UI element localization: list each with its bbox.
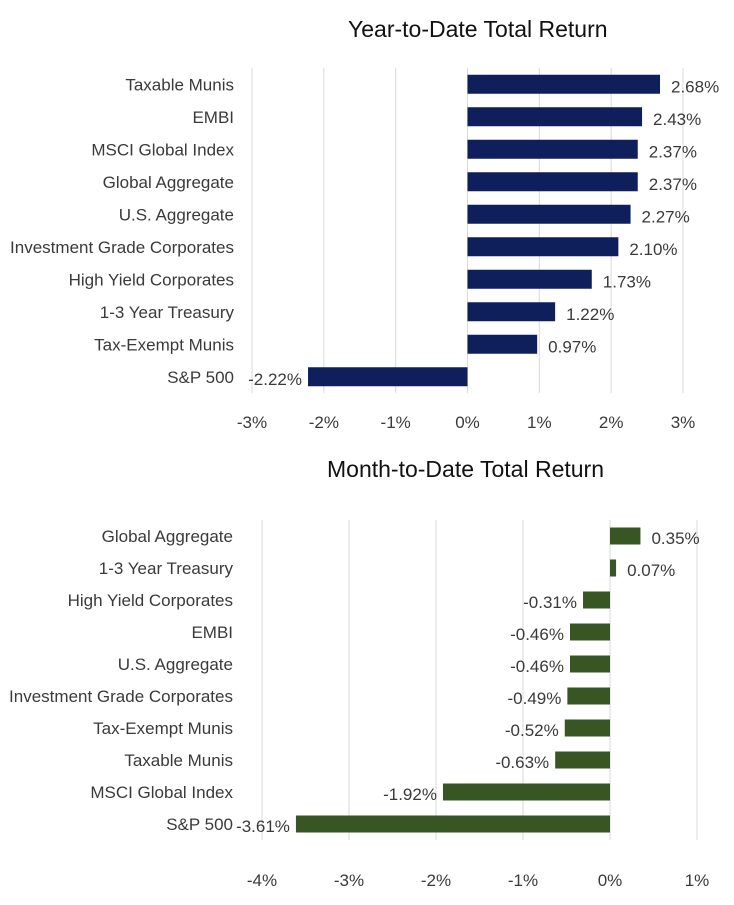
data-label: -0.46% (510, 657, 564, 676)
category-label: Tax-Exempt Munis (94, 335, 234, 354)
bar (467, 269, 592, 289)
category-label: Investment Grade Corporates (9, 687, 233, 706)
data-label: 1.22% (566, 305, 614, 324)
category-label: U.S. Aggregate (118, 655, 233, 674)
data-label: 1.73% (603, 272, 651, 291)
ytd-chart: Year-to-Date Total Return -3% -2% -1% 0% 1% 2… (0, 0, 734, 450)
bar (467, 237, 619, 257)
x-tick-label: -2% (421, 871, 451, 890)
bar (442, 783, 610, 801)
data-label: -0.63% (495, 753, 549, 772)
x-tick-label: -1% (381, 413, 411, 432)
chart-title: Month-to-Date Total Return (327, 456, 604, 482)
category-label: 1-3 Year Treasury (99, 559, 234, 578)
category-label: Investment Grade Corporates (10, 238, 234, 257)
data-label: 0.35% (651, 529, 699, 548)
category-label: Taxable Munis (125, 75, 234, 94)
bar (467, 74, 661, 94)
category-label: Global Aggregate (103, 173, 234, 192)
data-label: 0.97% (548, 337, 596, 356)
data-label: 2.68% (671, 77, 719, 96)
category-label: MSCI Global Index (91, 140, 234, 159)
category-label: U.S. Aggregate (119, 205, 234, 224)
data-label: -0.52% (505, 721, 559, 740)
bar (308, 367, 468, 387)
bar (567, 687, 610, 705)
bar (555, 751, 610, 769)
data-label: 2.43% (653, 110, 701, 129)
data-label: -0.31% (523, 593, 577, 612)
bar (569, 623, 610, 641)
bar (569, 655, 610, 673)
bar (467, 172, 638, 192)
category-label: Global Aggregate (102, 527, 233, 546)
category-label: EMBI (191, 623, 233, 642)
mtd-chart: Month-to-Date Total Return -4% -3% -2% -1% 0… (0, 450, 734, 905)
data-label: 2.37% (649, 175, 697, 194)
x-tick-label: -1% (508, 871, 538, 890)
chart-title: Year-to-Date Total Return (348, 16, 608, 42)
category-label: S&P 500 (166, 815, 233, 834)
bar (467, 334, 538, 354)
data-label: 2.27% (642, 207, 690, 226)
x-tick-label: 0% (455, 413, 480, 432)
category-label: Taxable Munis (124, 751, 233, 770)
category-label: 1-3 Year Treasury (100, 303, 235, 322)
category-label: Tax-Exempt Munis (93, 719, 233, 738)
data-label: -0.49% (507, 689, 561, 708)
bar (467, 204, 631, 224)
data-label: -0.46% (510, 625, 564, 644)
bar (610, 527, 641, 545)
bar (610, 559, 617, 577)
bar (583, 591, 610, 609)
x-tick-label: 1% (685, 871, 710, 890)
category-label: MSCI Global Index (90, 783, 233, 802)
category-label: EMBI (192, 108, 234, 127)
x-tick-label: 3% (671, 413, 696, 432)
x-tick-label: 0% (598, 871, 623, 890)
data-label: 0.07% (627, 561, 675, 580)
x-tick-label: -4% (247, 871, 277, 890)
data-label: -1.92% (383, 785, 437, 804)
bar (467, 107, 643, 127)
x-tick-label: 2% (599, 413, 624, 432)
data-label: -3.61% (236, 817, 290, 836)
bar (467, 302, 556, 322)
x-tick-label: 1% (527, 413, 552, 432)
x-tick-label: -3% (237, 413, 267, 432)
data-label: 2.10% (629, 240, 677, 259)
category-label: S&P 500 (167, 368, 234, 387)
bar (295, 815, 610, 833)
data-label: -2.22% (248, 370, 302, 389)
category-label: High Yield Corporates (68, 591, 233, 610)
x-tick-label: -3% (334, 871, 364, 890)
mtd-chart-plot: -4% -3% -2% -1% 0% 1% Global Aggregate 0.35% 1-3… (9, 520, 710, 890)
bar (467, 139, 638, 159)
data-label: 2.37% (649, 142, 697, 161)
bar (564, 719, 610, 737)
category-label: High Yield Corporates (69, 270, 234, 289)
ytd-chart-plot: -3% -2% -1% 0% 1% 2% 3% Taxable Munis 2.68% EMBI 2… (10, 68, 719, 432)
x-tick-label: -2% (309, 413, 339, 432)
